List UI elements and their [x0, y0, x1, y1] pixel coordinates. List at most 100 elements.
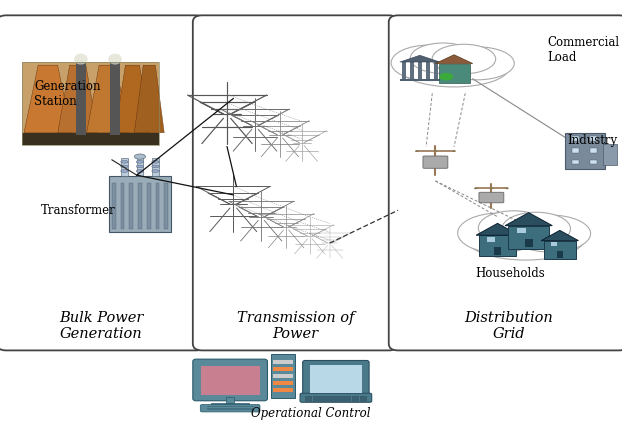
- FancyBboxPatch shape: [518, 228, 526, 233]
- FancyBboxPatch shape: [112, 183, 116, 229]
- FancyBboxPatch shape: [439, 64, 470, 83]
- Ellipse shape: [502, 212, 570, 245]
- FancyBboxPatch shape: [603, 144, 616, 165]
- Polygon shape: [435, 55, 473, 64]
- FancyBboxPatch shape: [110, 62, 120, 135]
- Ellipse shape: [136, 165, 144, 168]
- Ellipse shape: [452, 150, 456, 152]
- FancyBboxPatch shape: [344, 399, 351, 402]
- FancyBboxPatch shape: [572, 148, 579, 152]
- Text: Industry: Industry: [567, 134, 618, 147]
- FancyBboxPatch shape: [312, 399, 320, 402]
- Ellipse shape: [505, 187, 509, 189]
- FancyBboxPatch shape: [565, 133, 605, 170]
- Polygon shape: [115, 65, 150, 133]
- Ellipse shape: [439, 73, 453, 81]
- FancyBboxPatch shape: [22, 62, 159, 145]
- Ellipse shape: [474, 187, 478, 189]
- Ellipse shape: [121, 165, 128, 168]
- FancyBboxPatch shape: [164, 183, 168, 229]
- FancyBboxPatch shape: [137, 158, 143, 176]
- Polygon shape: [476, 223, 519, 235]
- FancyBboxPatch shape: [336, 396, 343, 399]
- Ellipse shape: [432, 44, 496, 74]
- FancyBboxPatch shape: [312, 396, 320, 399]
- Ellipse shape: [74, 53, 88, 65]
- Text: Transmission of
Power: Transmission of Power: [237, 311, 354, 341]
- FancyBboxPatch shape: [488, 237, 495, 242]
- Ellipse shape: [152, 165, 159, 168]
- Text: Distribution
Grid: Distribution Grid: [465, 311, 553, 341]
- FancyBboxPatch shape: [300, 393, 372, 402]
- Ellipse shape: [458, 213, 541, 253]
- Polygon shape: [400, 55, 440, 62]
- Ellipse shape: [121, 170, 128, 173]
- FancyBboxPatch shape: [273, 360, 293, 364]
- FancyBboxPatch shape: [389, 15, 622, 350]
- FancyBboxPatch shape: [121, 183, 124, 229]
- FancyBboxPatch shape: [152, 158, 159, 176]
- FancyBboxPatch shape: [273, 388, 293, 392]
- Ellipse shape: [490, 187, 493, 189]
- Ellipse shape: [434, 150, 437, 152]
- Ellipse shape: [136, 160, 144, 163]
- Polygon shape: [24, 65, 72, 133]
- FancyBboxPatch shape: [129, 183, 133, 229]
- FancyBboxPatch shape: [328, 396, 336, 399]
- FancyBboxPatch shape: [434, 62, 438, 79]
- FancyBboxPatch shape: [418, 62, 422, 79]
- Ellipse shape: [411, 43, 476, 74]
- FancyBboxPatch shape: [193, 359, 267, 401]
- FancyBboxPatch shape: [344, 396, 351, 399]
- FancyBboxPatch shape: [273, 374, 293, 378]
- FancyBboxPatch shape: [226, 398, 234, 404]
- FancyBboxPatch shape: [328, 399, 336, 402]
- Text: Households: Households: [475, 267, 545, 280]
- FancyBboxPatch shape: [352, 396, 360, 399]
- FancyBboxPatch shape: [524, 239, 533, 247]
- Polygon shape: [541, 230, 578, 240]
- FancyBboxPatch shape: [557, 251, 563, 258]
- FancyBboxPatch shape: [138, 183, 142, 229]
- Ellipse shape: [399, 49, 509, 87]
- Ellipse shape: [152, 170, 159, 173]
- FancyBboxPatch shape: [544, 240, 576, 259]
- Text: Generation
Station: Generation Station: [34, 80, 101, 108]
- FancyBboxPatch shape: [200, 366, 260, 395]
- FancyBboxPatch shape: [400, 79, 440, 81]
- FancyBboxPatch shape: [479, 192, 504, 203]
- FancyBboxPatch shape: [211, 403, 249, 405]
- FancyBboxPatch shape: [426, 62, 430, 79]
- FancyBboxPatch shape: [271, 354, 295, 398]
- Polygon shape: [134, 65, 164, 133]
- FancyBboxPatch shape: [572, 160, 579, 164]
- FancyBboxPatch shape: [360, 399, 367, 402]
- Ellipse shape: [415, 150, 419, 152]
- Text: Commercial
Load: Commercial Load: [547, 36, 620, 64]
- FancyBboxPatch shape: [494, 247, 501, 255]
- FancyBboxPatch shape: [352, 399, 360, 402]
- Ellipse shape: [136, 170, 144, 173]
- FancyBboxPatch shape: [310, 365, 362, 393]
- Polygon shape: [58, 65, 98, 133]
- Ellipse shape: [478, 211, 549, 245]
- Ellipse shape: [152, 160, 159, 163]
- FancyBboxPatch shape: [320, 396, 328, 399]
- FancyBboxPatch shape: [508, 226, 549, 249]
- FancyBboxPatch shape: [156, 183, 159, 229]
- Polygon shape: [505, 212, 552, 226]
- FancyBboxPatch shape: [572, 136, 579, 141]
- Polygon shape: [86, 65, 129, 133]
- FancyBboxPatch shape: [402, 62, 406, 79]
- FancyBboxPatch shape: [360, 396, 367, 399]
- FancyBboxPatch shape: [273, 381, 293, 385]
- FancyBboxPatch shape: [273, 367, 293, 371]
- Ellipse shape: [134, 154, 146, 159]
- FancyBboxPatch shape: [76, 62, 86, 135]
- FancyBboxPatch shape: [305, 396, 312, 399]
- FancyBboxPatch shape: [479, 235, 516, 256]
- FancyBboxPatch shape: [590, 136, 597, 141]
- Ellipse shape: [108, 53, 122, 65]
- Text: Transformer: Transformer: [40, 204, 115, 217]
- FancyBboxPatch shape: [109, 176, 171, 232]
